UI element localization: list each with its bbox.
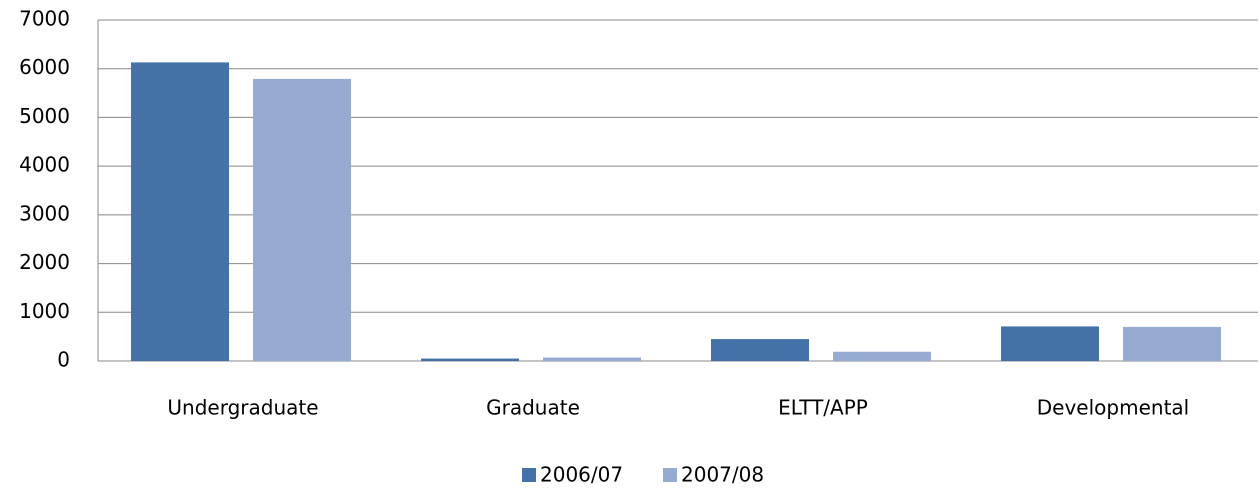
- bar: [833, 351, 931, 361]
- bar: [711, 339, 809, 361]
- y-tick-label: 7000: [19, 7, 70, 31]
- legend-label: 2007/08: [681, 463, 764, 487]
- y-tick-label: 1000: [19, 299, 70, 323]
- legend-label: 2006/07: [540, 463, 623, 487]
- bar: [1123, 326, 1221, 361]
- legend-swatch: [663, 468, 677, 482]
- bar: [131, 62, 229, 361]
- bar: [543, 357, 641, 361]
- y-tick-label: 4000: [19, 153, 70, 177]
- legend-swatch: [522, 468, 536, 482]
- x-tick-label: Developmental: [1037, 396, 1189, 420]
- x-tick-label: Graduate: [486, 396, 580, 420]
- y-tick-label: 6000: [19, 55, 70, 79]
- y-tick-label: 3000: [19, 201, 70, 225]
- y-tick-label: 5000: [19, 104, 70, 128]
- bar: [1001, 326, 1099, 361]
- y-tick-label: 0: [57, 348, 70, 372]
- bar: [253, 78, 351, 362]
- x-tick-label: ELTT/APP: [778, 396, 868, 420]
- y-tick-label: 2000: [19, 250, 70, 274]
- x-tick-label: Undergraduate: [167, 396, 318, 420]
- bar: [421, 358, 519, 361]
